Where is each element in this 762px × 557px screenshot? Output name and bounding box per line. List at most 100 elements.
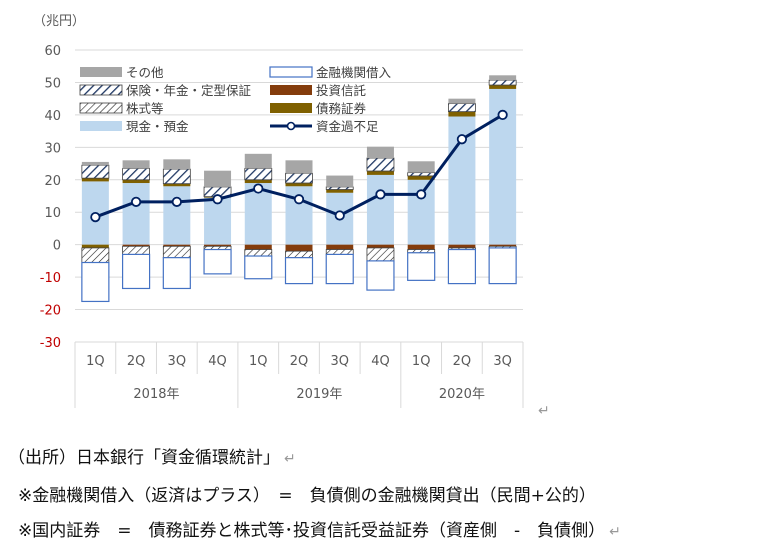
y-tick-label: 0: [53, 239, 61, 254]
bar-debt: [448, 111, 476, 117]
bar-debt: [489, 85, 517, 89]
paragraph-mark: ↵: [284, 451, 296, 467]
securities-definition-text: ※国内証券 = 債務証券と株式等･投資信託受益証券（資産側 - 負債側）: [18, 521, 606, 541]
paragraph-mark: ↵: [609, 524, 621, 540]
year-label: 2020年: [439, 387, 485, 402]
bar-cash: [366, 174, 394, 245]
bar-loan-negative: [244, 255, 273, 280]
axes: -30 -20 -10 0 10 20 30 40 50 60 1Q 2Q 3Q 4Q 1Q 2Q 3Q 4Q 1Q…: [40, 44, 524, 408]
legend-swatch-debt: [270, 103, 312, 113]
bar-series: [81, 75, 517, 303]
x-tick-label: 2Q: [453, 354, 472, 369]
bar-insurance: [122, 168, 150, 181]
bar-insurance: [244, 168, 273, 181]
bar-debt: [244, 179, 272, 184]
line-point: [171, 196, 182, 207]
bar-debt: [407, 175, 435, 180]
y-tick-label: -20: [40, 304, 61, 319]
bar-loan-negative: [488, 247, 517, 285]
legend-label: その他: [126, 65, 164, 80]
bar-trust-negative: [204, 244, 232, 247]
year-label: 2019年: [296, 387, 342, 402]
bar-equity-negative: [366, 247, 395, 262]
line-point: [293, 194, 305, 205]
bar-other: [326, 175, 354, 187]
bar-trust-negative: [122, 244, 150, 247]
source-note: （出所）日本銀行「資金循環統計」 ↵: [8, 443, 296, 468]
y-tick-label: -10: [40, 271, 61, 286]
bar-loan-negative: [325, 253, 354, 285]
bar-trust-negative: [163, 244, 191, 247]
bar-trust-negative: [366, 244, 394, 248]
bar-equity-negative: [162, 245, 191, 259]
line-point: [375, 189, 386, 200]
bar-other: [448, 98, 476, 104]
legend-label: 投資信託: [316, 83, 367, 98]
x-tick-label: 3Q: [330, 354, 349, 369]
y-tick-label: 10: [44, 206, 61, 221]
bar-other: [489, 75, 517, 81]
bar-insurance: [325, 186, 354, 190]
bar-trust-negative: [285, 244, 313, 252]
bar-loan-negative: [162, 257, 191, 290]
bar-insurance: [448, 103, 476, 113]
bar-loan-negative: [81, 261, 110, 303]
legend-swatch-trust: [270, 85, 312, 95]
bar-equity-negative: [81, 247, 110, 263]
bar-loan-negative: [203, 248, 232, 275]
x-tick-label: 4Q: [371, 354, 390, 369]
legend-swatch-marker: [286, 121, 296, 131]
bar-insurance: [488, 79, 517, 86]
y-tick-label: -30: [40, 336, 61, 351]
bar-trust-negative: [489, 244, 517, 247]
line-point: [456, 134, 468, 145]
y-tick-label: 20: [44, 174, 61, 189]
line-point: [334, 210, 345, 221]
legend-swatch-other: [80, 67, 122, 77]
legend-label: 現金・預金: [126, 119, 189, 134]
bar-equity-negative: [285, 250, 313, 259]
bar-cash: [204, 197, 232, 245]
bar-other: [163, 159, 191, 170]
bar-other: [81, 161, 109, 166]
x-tick-label: 2Q: [127, 354, 146, 369]
bar-other: [366, 146, 394, 159]
line-point: [212, 194, 223, 205]
bar-insurance: [407, 172, 436, 177]
x-tick-label: 3Q: [168, 354, 187, 369]
y-axis-unit-label: （兆円）: [33, 14, 86, 29]
x-tick-label: 1Q: [412, 354, 431, 369]
legend-swatch-equity: [79, 102, 123, 114]
line-point: [497, 109, 508, 120]
legend-label: 資金過不足: [316, 119, 379, 134]
legend-label: 金融機関借入: [316, 65, 392, 80]
line-point: [253, 183, 264, 194]
bar-insurance: [162, 168, 191, 185]
x-tick-label: 1Q: [249, 354, 268, 369]
bar-cash: [163, 186, 191, 245]
bar-trust-negative: [326, 244, 354, 250]
legend-swatch-cash: [80, 121, 122, 131]
bar-other: [122, 160, 150, 169]
y-tick-label: 60: [44, 44, 61, 59]
bar-loan-negative: [447, 248, 477, 285]
bar-trust-negative: [448, 244, 476, 248]
bar-equity-negative: [122, 245, 150, 255]
bar-debt: [163, 183, 191, 187]
legend-swatch-insurance: [79, 84, 123, 96]
securities-definition-note: ※国内証券 = 債務証券と株式等･投資信託受益証券（資産側 - 負債側） ↵: [18, 516, 621, 541]
bar-loan-negative: [284, 257, 314, 285]
bar-debt: [326, 189, 354, 193]
bar-other: [285, 160, 313, 174]
line-point: [416, 189, 427, 200]
bar-equity-negative: [244, 249, 273, 257]
x-tick-label: 4Q: [208, 354, 227, 369]
stacked-bar-line-chart: -30 -20 -10 0 10 20 30 40 50 60 1Q 2Q 3Q 4Q 1Q 2Q 3Q 4Q 1Q…: [40, 44, 524, 408]
legend-label: 債務証券: [316, 101, 367, 116]
bar-trust-negative: [407, 244, 435, 250]
line-series: [90, 109, 508, 223]
bar-loan-negative: [121, 253, 151, 290]
source-note-text: （出所）日本銀行「資金循環統計」: [8, 448, 280, 468]
bar-other: [407, 161, 435, 173]
